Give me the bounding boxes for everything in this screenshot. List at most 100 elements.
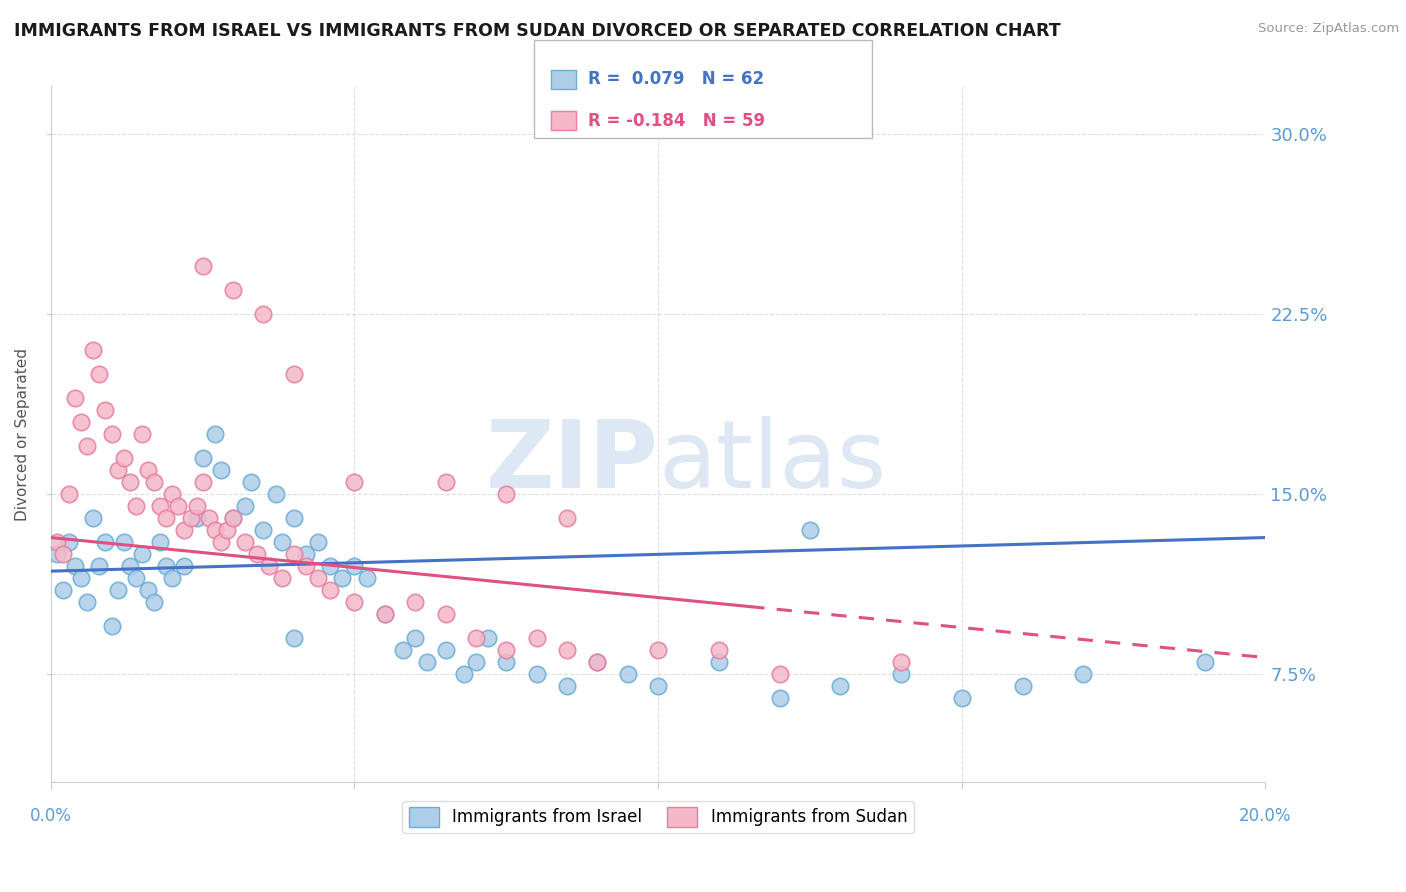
Point [136,463,159,477]
Point [495,656,517,670]
Y-axis label: Divorced or Separated: Divorced or Separated [15,348,30,521]
Point [950,691,973,706]
Point [155,511,177,525]
Point [465,656,488,670]
Point [70,571,93,585]
Point [799,524,821,538]
Point [76,439,98,453]
Point [118,559,141,574]
Legend: Immigrants from Israel, Immigrants from Sudan: Immigrants from Israel, Immigrants from … [402,801,914,833]
Point [186,511,208,525]
Point [319,559,342,574]
Point [52,583,75,598]
Point [890,667,912,681]
Point [186,500,208,514]
Point [374,607,396,622]
Point [204,427,226,442]
Point [233,535,256,549]
Text: R =  0.079   N = 62: R = 0.079 N = 62 [588,70,763,88]
Point [131,547,153,561]
Text: atlas: atlas [658,417,886,508]
Point [204,524,226,538]
Point [107,583,129,598]
Point [343,595,366,609]
Point [58,535,80,549]
Point [707,643,730,657]
Text: IMMIGRANTS FROM ISRAEL VS IMMIGRANTS FROM SUDAN DIVORCED OR SEPARATED CORRELATIO: IMMIGRANTS FROM ISRAEL VS IMMIGRANTS FRO… [14,22,1060,40]
Point [307,535,329,549]
Point [434,643,457,657]
Text: 0.0%: 0.0% [30,806,72,825]
Point [434,475,457,490]
Point [125,500,148,514]
Point [215,524,238,538]
Point [1071,667,1094,681]
Point [167,500,190,514]
Point [191,260,214,274]
Point [155,559,177,574]
Point [830,679,852,693]
Point [143,475,166,490]
Point [555,643,578,657]
Text: ZIP: ZIP [485,417,658,508]
Point [107,463,129,477]
Point [343,559,366,574]
Point [453,667,475,681]
Point [707,656,730,670]
Point [270,571,292,585]
Point [343,475,366,490]
Point [94,403,117,417]
Point [374,607,396,622]
Point [1194,656,1216,670]
Point [555,511,578,525]
Point [769,691,792,706]
Point [63,559,86,574]
Point [1011,679,1033,693]
Point [416,656,439,670]
Point [45,535,67,549]
Point [769,667,792,681]
Point [100,619,122,633]
Point [283,547,305,561]
Point [283,511,305,525]
Point [162,487,184,501]
Point [252,307,274,321]
Point [209,535,232,549]
Point [890,656,912,670]
Point [295,559,318,574]
Point [434,607,457,622]
Point [89,559,111,574]
Point [125,571,148,585]
Point [404,632,426,646]
Point [131,427,153,442]
Point [270,535,292,549]
Point [526,667,548,681]
Point [319,583,342,598]
Point [136,583,159,598]
Point [45,547,67,561]
Point [465,632,488,646]
Point [118,475,141,490]
Point [112,451,135,466]
Point [222,511,245,525]
Point [209,463,232,477]
Point [82,343,104,358]
Point [173,524,195,538]
Point [252,524,274,538]
Point [112,535,135,549]
Point [283,368,305,382]
Point [191,451,214,466]
Point [617,667,640,681]
Point [233,500,256,514]
Point [149,500,172,514]
Point [143,595,166,609]
Point [82,511,104,525]
Point [222,284,245,298]
Point [526,632,548,646]
Point [495,643,517,657]
Text: 20.0%: 20.0% [1239,806,1292,825]
Point [586,656,609,670]
Point [58,487,80,501]
Point [76,595,98,609]
Point [259,559,281,574]
